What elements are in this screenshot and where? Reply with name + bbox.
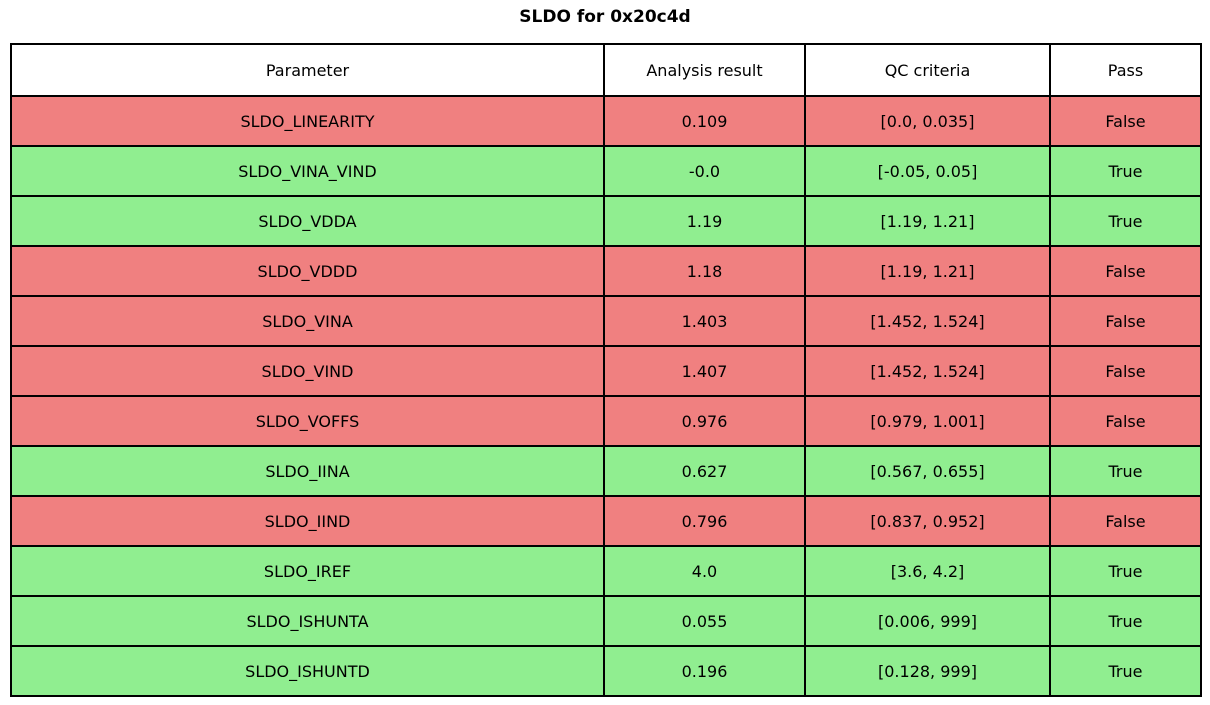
cell-pass: False [1049,295,1202,347]
cell-pass: False [1049,95,1202,147]
table-row: SLDO_VINA 1.403 [1.452, 1.524] False [10,295,1202,347]
table-body: SLDO_LINEARITY 0.109 [0.0, 0.035] False … [10,95,1202,697]
table-row: SLDO_VINA_VIND -0.0 [-0.05, 0.05] True [10,145,1202,197]
table-row: SLDO_ISHUNTD 0.196 [0.128, 999] True [10,645,1202,697]
table-row: SLDO_LINEARITY 0.109 [0.0, 0.035] False [10,95,1202,147]
cell-parameter: SLDO_VDDA [10,195,605,247]
cell-analysis-result: 1.19 [603,195,806,247]
cell-parameter: SLDO_VIND [10,345,605,397]
cell-parameter: SLDO_VDDD [10,245,605,297]
cell-parameter: SLDO_VOFFS [10,395,605,447]
table-row: SLDO_VDDD 1.18 [1.19, 1.21] False [10,245,1202,297]
qc-results-table: Parameter Analysis result QC criteria Pa… [10,43,1202,697]
cell-qc-criteria: [0.128, 999] [804,645,1051,697]
cell-qc-criteria: [0.979, 1.001] [804,395,1051,447]
cell-pass: False [1049,495,1202,547]
table-row: SLDO_VDDA 1.19 [1.19, 1.21] True [10,195,1202,247]
cell-parameter: SLDO_IIND [10,495,605,547]
cell-analysis-result: 0.976 [603,395,806,447]
cell-analysis-result: 1.407 [603,345,806,397]
table-row: SLDO_VIND 1.407 [1.452, 1.524] False [10,345,1202,397]
table-row: SLDO_VOFFS 0.976 [0.979, 1.001] False [10,395,1202,447]
table-row: SLDO_IREF 4.0 [3.6, 4.2] True [10,545,1202,597]
column-header-qc-criteria: QC criteria [804,43,1051,97]
cell-parameter: SLDO_IREF [10,545,605,597]
figure-title: SLDO for 0x20c4d [519,7,691,27]
cell-qc-criteria: [1.452, 1.524] [804,345,1051,397]
cell-parameter: SLDO_VINA [10,295,605,347]
column-header-parameter: Parameter [10,43,605,97]
cell-parameter: SLDO_LINEARITY [10,95,605,147]
cell-analysis-result: -0.0 [603,145,806,197]
cell-pass: True [1049,595,1202,647]
cell-analysis-result: 1.403 [603,295,806,347]
cell-pass: False [1049,395,1202,447]
header-row: Parameter Analysis result QC criteria Pa… [10,43,1202,97]
cell-analysis-result: 0.109 [603,95,806,147]
cell-qc-criteria: [0.567, 0.655] [804,445,1051,497]
cell-qc-criteria: [3.6, 4.2] [804,545,1051,597]
cell-analysis-result: 0.796 [603,495,806,547]
cell-analysis-result: 0.055 [603,595,806,647]
table-row: SLDO_IIND 0.796 [0.837, 0.952] False [10,495,1202,547]
cell-analysis-result: 4.0 [603,545,806,597]
column-header-pass: Pass [1049,43,1202,97]
cell-qc-criteria: [0.837, 0.952] [804,495,1051,547]
cell-pass: True [1049,545,1202,597]
table-row: SLDO_IINA 0.627 [0.567, 0.655] True [10,445,1202,497]
cell-qc-criteria: [-0.05, 0.05] [804,145,1051,197]
cell-pass: True [1049,145,1202,197]
cell-parameter: SLDO_ISHUNTD [10,645,605,697]
cell-analysis-result: 0.627 [603,445,806,497]
cell-parameter: SLDO_VINA_VIND [10,145,605,197]
cell-pass: True [1049,195,1202,247]
cell-pass: False [1049,345,1202,397]
cell-pass: True [1049,645,1202,697]
cell-qc-criteria: [1.19, 1.21] [804,195,1051,247]
cell-qc-criteria: [0.0, 0.035] [804,95,1051,147]
cell-analysis-result: 1.18 [603,245,806,297]
cell-pass: False [1049,245,1202,297]
cell-qc-criteria: [1.452, 1.524] [804,295,1051,347]
table-row: SLDO_ISHUNTA 0.055 [0.006, 999] True [10,595,1202,647]
column-header-analysis-result: Analysis result [603,43,806,97]
cell-parameter: SLDO_ISHUNTA [10,595,605,647]
cell-pass: True [1049,445,1202,497]
cell-qc-criteria: [1.19, 1.21] [804,245,1051,297]
cell-parameter: SLDO_IINA [10,445,605,497]
cell-analysis-result: 0.196 [603,645,806,697]
cell-qc-criteria: [0.006, 999] [804,595,1051,647]
table-header: Parameter Analysis result QC criteria Pa… [10,43,1202,97]
